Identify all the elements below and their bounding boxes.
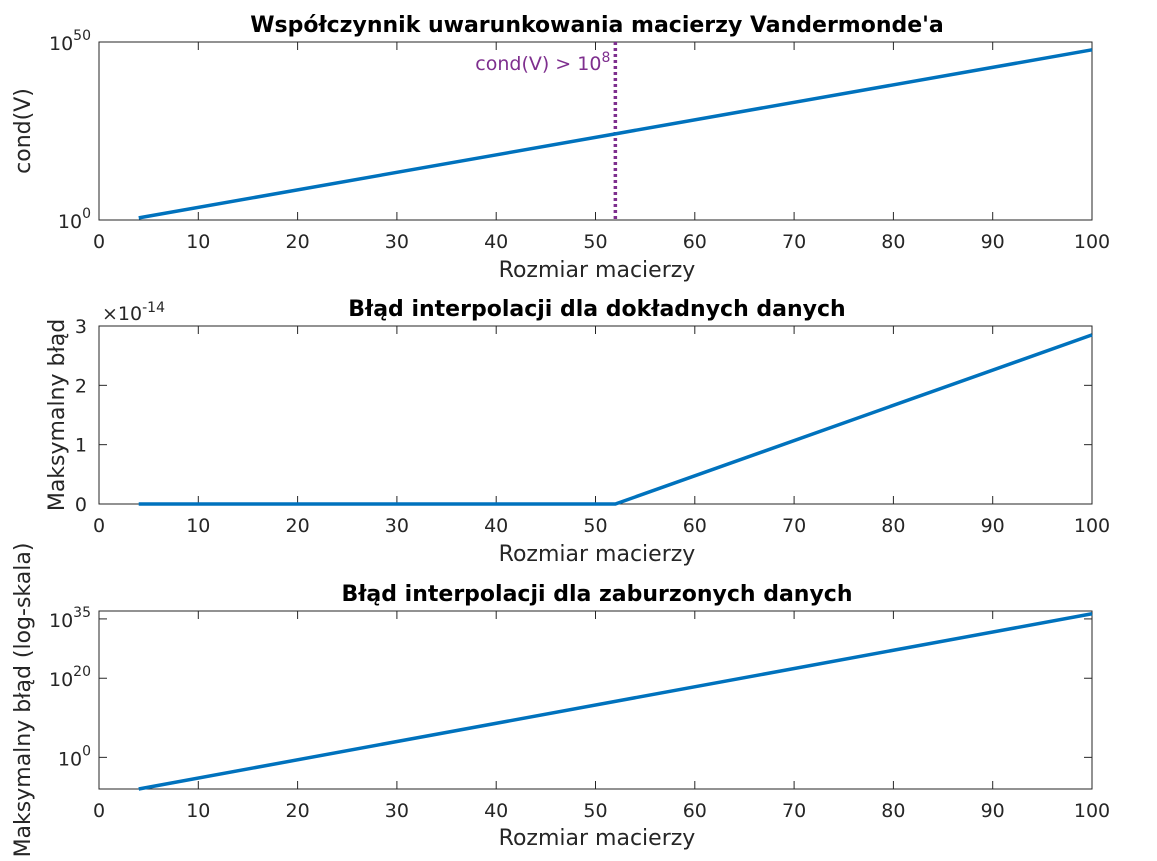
subplot-perturbed-data-error: Błąd interpolacji dla zaburzonych danych… [11,543,1110,858]
x-tick-labels: 0 10 20 30 40 50 60 70 80 90 100 [93,326,1110,537]
x-tick-labels: 0 10 20 30 40 50 60 70 80 90 100 [93,42,1110,253]
y-tick-labels: 100 1050 [49,28,1092,233]
chart-title: Błąd interpolacji dla dokładnych danych [348,297,845,322]
y-tick-label: 1035 [49,605,91,632]
x-tick-label: 70 [782,515,806,537]
y-tick-labels: 100 1020 1035 [49,605,1092,770]
y-tick-label: 100 [58,206,91,233]
subplot-condition-number: Współczynnik uwarunkowania macierzy Vand… [11,13,1110,283]
x-tick-label: 0 [93,515,105,537]
x-tick-label: 10 [186,800,210,822]
y-tick-labels: 0 1 2 3 [75,316,1092,516]
x-tick-label: 10 [186,515,210,537]
x-tick-label: 40 [484,231,508,253]
y-tick-label: 1020 [49,664,91,691]
x-tick-label: 10 [186,231,210,253]
x-tick-label: 100 [1074,800,1110,822]
x-tick-label: 40 [484,800,508,822]
x-tick-labels: 0 10 20 30 40 50 60 70 80 90 100 [93,611,1110,822]
y-axis-label: Maksymalny błąd (log-skala) [11,543,36,858]
x-tick-label: 90 [981,800,1005,822]
threshold-label: cond(V) > 108 [475,50,610,75]
x-tick-label: 90 [981,515,1005,537]
x-tick-label: 90 [981,231,1005,253]
axes-box [98,325,1093,505]
series-line [138,333,1093,506]
y-multiplier: ×10-14 [102,300,165,325]
x-tick-label: 20 [286,800,310,822]
x-tick-label: 70 [782,231,806,253]
x-tick-label: 30 [385,231,409,253]
x-tick-label: 50 [583,231,607,253]
x-tick-label: 0 [93,231,105,253]
axes-box [98,610,1093,790]
x-tick-label: 100 [1074,231,1110,253]
x-tick-label: 60 [683,231,707,253]
x-tick-label: 60 [683,800,707,822]
x-tick-label: 80 [881,231,905,253]
subplot-exact-data-error: Błąd interpolacji dla dokładnych danych … [45,297,1110,567]
x-tick-label: 20 [286,231,310,253]
x-tick-label: 80 [881,800,905,822]
x-axis-label: Rozmiar macierzy [499,542,696,567]
x-tick-label: 80 [881,515,905,537]
y-tick-label: 1 [75,435,87,457]
x-tick-label: 50 [583,800,607,822]
y-tick-label: 3 [75,316,87,338]
x-axis-label: Rozmiar macierzy [499,826,696,851]
x-tick-label: 20 [286,515,310,537]
x-tick-label: 60 [683,515,707,537]
x-tick-label: 100 [1074,515,1110,537]
x-axis-label: Rozmiar macierzy [499,258,696,283]
series-line [138,612,1093,791]
y-tick-label: 100 [58,743,91,770]
y-tick-label: 0 [75,494,87,516]
x-tick-label: 50 [583,515,607,537]
y-axis-label: cond(V) [11,88,36,174]
y-tick-label: 1050 [49,28,91,55]
y-tick-label: 2 [75,375,87,397]
series-line [138,48,1093,220]
x-tick-label: 30 [385,800,409,822]
x-tick-label: 30 [385,515,409,537]
y-axis-label: Maksymalny błąd [45,319,70,511]
chart-title: Błąd interpolacji dla zaburzonych danych [342,582,853,607]
chart-title: Współczynnik uwarunkowania macierzy Vand… [250,13,944,38]
x-tick-label: 70 [782,800,806,822]
x-tick-label: 0 [93,800,105,822]
x-tick-label: 40 [484,515,508,537]
